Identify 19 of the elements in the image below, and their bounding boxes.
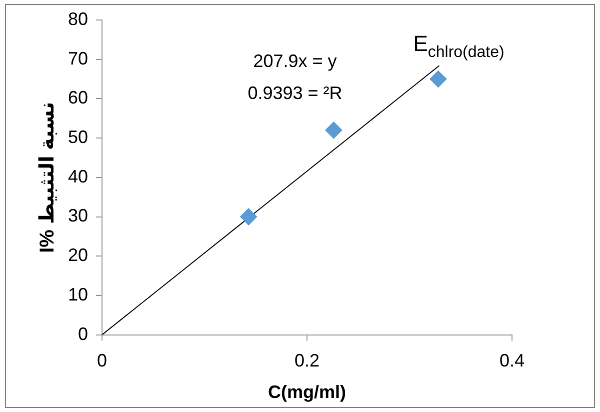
x-tick-label: 0.2 — [294, 350, 320, 371]
x-axis-title: C(mg/ml) — [268, 382, 346, 402]
y-tick-label: 40 — [68, 166, 88, 186]
y-tick-label: 0 — [78, 324, 88, 344]
annotation: 207.9x = y — [253, 50, 337, 71]
y-tick-label: 30 — [68, 206, 88, 226]
y-tick-label: 10 — [68, 284, 88, 304]
x-tick-label: 0.4 — [499, 350, 525, 371]
point — [240, 208, 258, 226]
y-tick-label: 50 — [68, 127, 88, 148]
point — [325, 122, 342, 139]
x-tick-label: 0 — [97, 350, 108, 371]
annotation: 0.9393 = ²R — [248, 82, 342, 103]
y-tick-label: 20 — [68, 245, 88, 266]
y-axis-title: نسبة التثبيط %I — [36, 102, 59, 253]
y-tick-label: 80 — [68, 8, 88, 29]
y-tick-label: 60 — [68, 88, 88, 108]
point — [430, 70, 447, 88]
y-tick-label: 70 — [68, 48, 88, 68]
